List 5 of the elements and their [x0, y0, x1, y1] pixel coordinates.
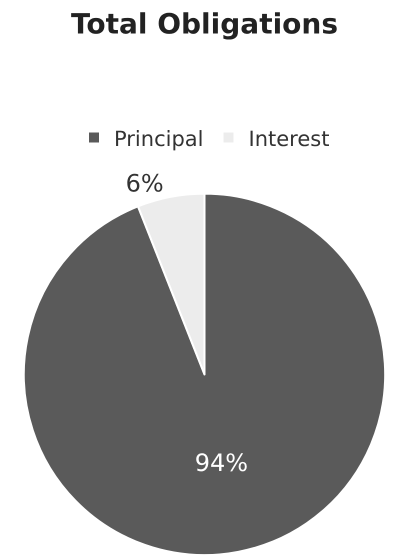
legend-label: Principal — [114, 126, 204, 151]
data-label: 6% — [126, 169, 164, 198]
chart-title: Total Obligations — [70, 8, 338, 41]
legend-label: Interest — [248, 126, 330, 151]
data-label: 94% — [194, 449, 248, 478]
